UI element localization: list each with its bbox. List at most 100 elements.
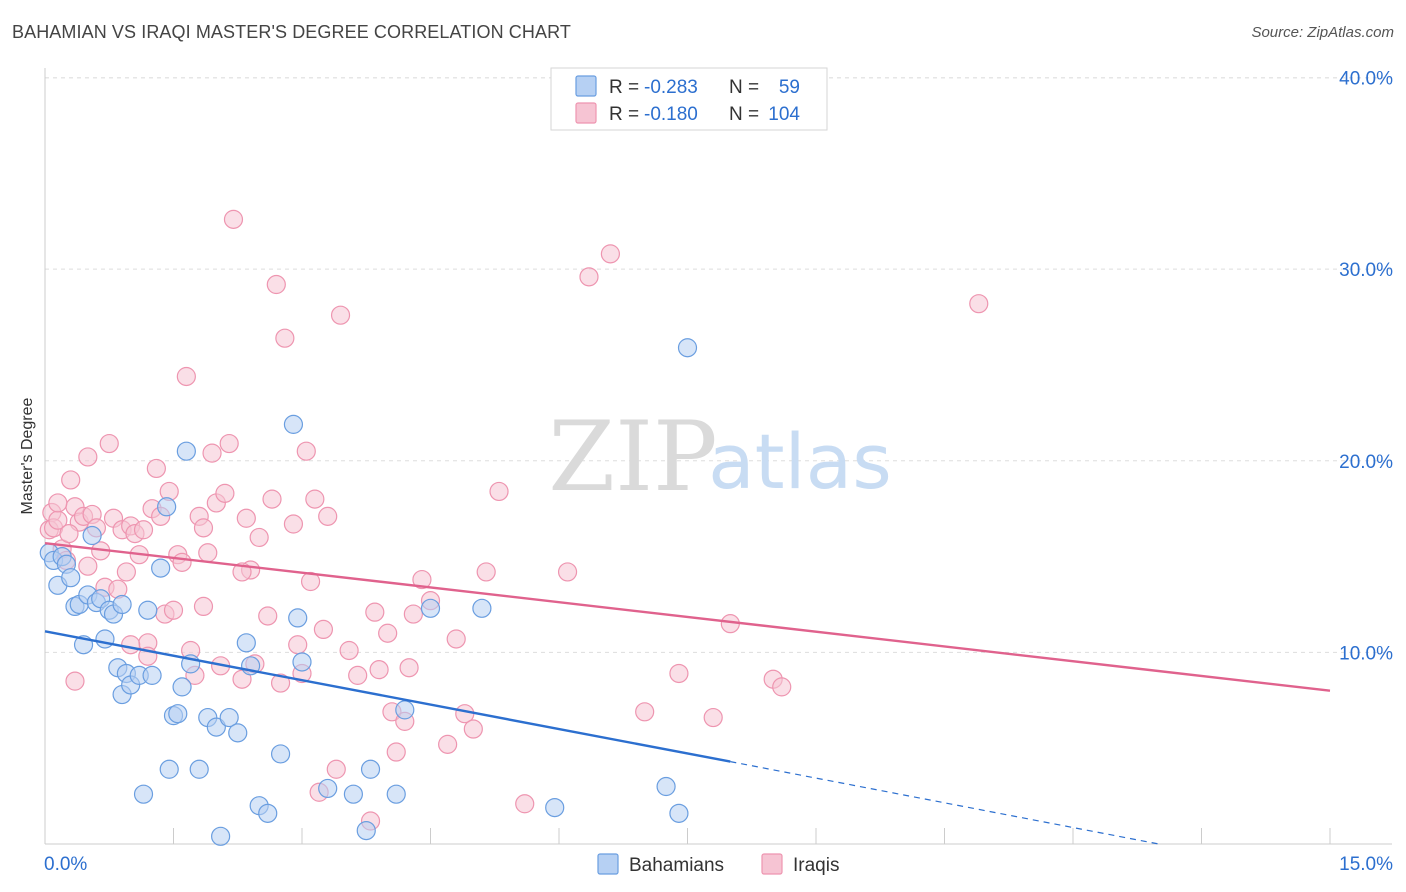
point-bahamians-50 — [395, 700, 415, 720]
point-iraqis-10 — [78, 447, 98, 467]
point-iraqis-53 — [270, 673, 291, 693]
trend-line-bahamians — [44, 630, 731, 763]
axes — [44, 68, 1392, 845]
y-tick-labels: 10.0% 20.0% 30.0% 40.0% — [1339, 69, 1393, 665]
point-iraqis-57 — [296, 441, 316, 461]
point-bahamians-37 — [236, 633, 256, 653]
point-bahamians-34 — [211, 826, 231, 846]
point-bahamians-24 — [151, 558, 171, 578]
point-iraqis-63 — [330, 305, 351, 325]
point-iraqis-95 — [121, 635, 141, 655]
point-iraqis-54 — [275, 328, 295, 348]
point-iraqis-37 — [193, 518, 214, 538]
legend-bottom-swatch-iraqis — [761, 853, 783, 875]
point-bahamians-23 — [142, 665, 162, 685]
legend-n-iraqis: 104 — [768, 104, 800, 125]
point-iraqis-62 — [326, 759, 346, 779]
legend-swatch-bahamians — [575, 75, 597, 97]
point-iraqis-74 — [412, 569, 432, 590]
point-bahamians-13 — [95, 629, 115, 649]
point-bahamians-44 — [292, 652, 312, 672]
point-iraqis-30 — [163, 600, 184, 620]
x-tick-label-min: 0.0% — [44, 854, 87, 875]
point-iraqis-19 — [116, 562, 136, 582]
point-bahamians-40 — [258, 803, 278, 823]
point-bahamians-49 — [386, 784, 406, 804]
point-iraqis-26 — [146, 458, 166, 479]
point-bahamians-21 — [133, 784, 154, 804]
svg-text:R =: R = — [609, 104, 639, 125]
point-iraqis-45 — [232, 669, 252, 689]
point-bahamians-29 — [176, 441, 196, 461]
point-iraqis-56 — [288, 635, 308, 655]
point-bahamians-53 — [545, 797, 565, 818]
point-iraqis-42 — [215, 483, 235, 503]
legend-swatch-iraqis — [575, 102, 597, 124]
svg-text:R =: R = — [609, 77, 639, 98]
legend-n-bahamians: 59 — [779, 77, 800, 98]
point-iraqis-38 — [198, 543, 218, 563]
y-tick-label-1: 20.0% — [1339, 452, 1393, 473]
point-bahamians-51 — [420, 598, 441, 618]
trend-lines — [44, 541, 1331, 845]
point-iraqis-82 — [515, 794, 535, 814]
point-iraqis-83 — [557, 562, 578, 582]
point-bahamians-33 — [206, 717, 226, 737]
point-bahamians-10 — [82, 525, 102, 546]
point-iraqis-84 — [579, 267, 599, 287]
point-iraqis-39 — [202, 443, 222, 463]
point-bahamians-57 — [157, 497, 177, 517]
legend-bottom-swatch-bahamians — [597, 853, 619, 875]
point-bahamians-25 — [159, 759, 179, 779]
source-label: Source: ZipAtlas.com — [1251, 24, 1394, 41]
point-iraqis-49 — [249, 527, 269, 548]
point-iraqis-92 — [969, 294, 989, 314]
point-iraqis-68 — [369, 660, 389, 680]
stats-legend: R = -0.283 N = 59 R = -0.180 N = 104 — [550, 67, 828, 131]
point-iraqis-61 — [318, 506, 338, 526]
point-iraqis-87 — [669, 663, 689, 684]
point-bahamians-46 — [343, 784, 363, 804]
point-bahamians-56 — [677, 338, 698, 358]
point-bahamians-35 — [219, 707, 239, 728]
legend-label-iraqis: Iraqis — [793, 855, 839, 876]
point-bahamians-27 — [168, 704, 188, 724]
series-iraqis — [39, 209, 989, 831]
point-iraqis-86 — [635, 702, 655, 722]
point-iraqis-32 — [172, 552, 192, 572]
point-iraqis-44 — [223, 209, 244, 229]
point-bahamians-54 — [656, 776, 676, 797]
point-iraqis-52 — [266, 274, 286, 295]
point-bahamians-52 — [472, 598, 492, 618]
point-iraqis-101 — [48, 493, 68, 513]
point-iraqis-85 — [600, 244, 621, 264]
x-tick-labels: 0.0% 15.0% — [44, 854, 1393, 875]
point-iraqis-93 — [65, 671, 85, 691]
point-iraqis-71 — [386, 742, 406, 762]
chart-title: BAHAMIAN VS IRAQI MASTER'S DEGREE CORREL… — [12, 22, 571, 42]
point-iraqis-73 — [403, 604, 423, 624]
point-iraqis-46 — [236, 508, 256, 528]
point-iraqis-15 — [99, 433, 119, 454]
point-bahamians-5 — [61, 568, 81, 588]
point-bahamians-58 — [112, 594, 132, 615]
point-iraqis-64 — [339, 640, 359, 661]
y-tick-label-3: 40.0% — [1339, 69, 1393, 90]
point-iraqis-81 — [489, 481, 509, 502]
point-bahamians-48 — [360, 759, 381, 779]
point-iraqis-59 — [305, 489, 325, 509]
watermark-atlas: atlas — [708, 417, 892, 506]
point-iraqis-77 — [446, 629, 466, 649]
point-iraqis-102 — [59, 523, 79, 544]
svg-text:N =: N = — [729, 77, 759, 98]
point-iraqis-69 — [378, 623, 398, 643]
point-iraqis-88 — [703, 707, 723, 728]
point-iraqis-6 — [61, 470, 81, 490]
point-iraqis-100 — [193, 596, 214, 617]
point-iraqis-65 — [348, 665, 368, 685]
point-bahamians-31 — [189, 759, 209, 779]
point-bahamians-43 — [288, 608, 308, 628]
point-iraqis-67 — [365, 602, 385, 622]
point-bahamians-42 — [283, 414, 304, 434]
point-iraqis-99 — [399, 658, 419, 678]
